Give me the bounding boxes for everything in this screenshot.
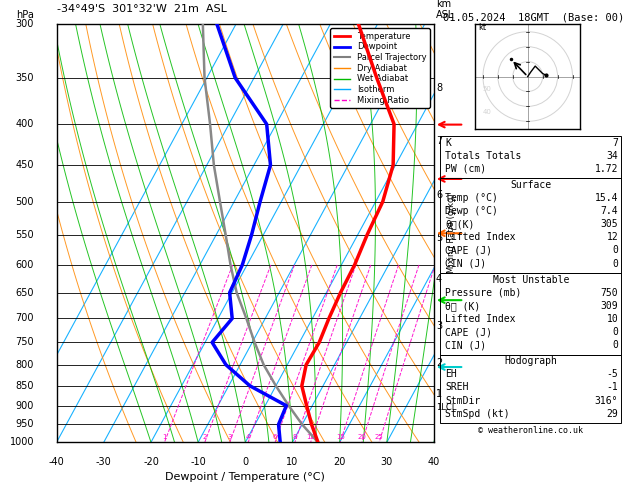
Text: 34: 34 [606, 151, 618, 161]
Text: Totals Totals: Totals Totals [445, 151, 521, 161]
Text: 10: 10 [286, 457, 299, 467]
Text: 305: 305 [601, 219, 618, 229]
Text: Temp (°C): Temp (°C) [445, 193, 498, 203]
Text: 15.4: 15.4 [595, 193, 618, 203]
Text: Lifted Index: Lifted Index [445, 314, 516, 324]
Text: 10: 10 [606, 314, 618, 324]
Text: 1000: 1000 [9, 437, 34, 447]
Text: EH: EH [445, 369, 457, 380]
Text: Lifted Index: Lifted Index [445, 232, 516, 243]
Text: -34°49'S  301°32'W  21m  ASL: -34°49'S 301°32'W 21m ASL [57, 4, 226, 14]
Text: 2: 2 [436, 358, 442, 367]
Text: Most Unstable: Most Unstable [493, 275, 569, 285]
Text: hPa: hPa [16, 10, 34, 20]
Text: 7: 7 [436, 136, 442, 146]
Text: 40: 40 [483, 109, 492, 115]
Text: 8: 8 [292, 434, 297, 440]
Text: Mixing Ratio (g/kg): Mixing Ratio (g/kg) [447, 193, 456, 273]
Text: -20: -20 [143, 457, 159, 467]
Text: -5: -5 [606, 369, 618, 380]
Text: 850: 850 [16, 381, 34, 391]
Text: 700: 700 [16, 313, 34, 324]
Text: K: K [445, 138, 451, 148]
Text: Pressure (mb): Pressure (mb) [445, 288, 521, 298]
Text: 1: 1 [436, 389, 442, 399]
Text: 0: 0 [613, 340, 618, 350]
Text: Dewp (°C): Dewp (°C) [445, 206, 498, 216]
Text: 6: 6 [436, 190, 442, 200]
Text: 12: 12 [606, 232, 618, 243]
Text: 400: 400 [16, 119, 34, 129]
Text: 50: 50 [483, 87, 492, 92]
Text: 7.4: 7.4 [601, 206, 618, 216]
Text: CAPE (J): CAPE (J) [445, 245, 493, 256]
Text: 0: 0 [242, 457, 248, 467]
Text: -1: -1 [606, 382, 618, 393]
Text: 10: 10 [306, 434, 315, 440]
Text: 3: 3 [228, 434, 232, 440]
Text: -40: -40 [48, 457, 65, 467]
Text: CIN (J): CIN (J) [445, 340, 486, 350]
Text: 3: 3 [436, 321, 442, 331]
Text: 450: 450 [16, 160, 34, 170]
Text: 650: 650 [16, 288, 34, 298]
Text: θᴇ(K): θᴇ(K) [445, 219, 475, 229]
Text: 750: 750 [601, 288, 618, 298]
Text: 0: 0 [613, 245, 618, 256]
Text: Dewpoint / Temperature (°C): Dewpoint / Temperature (°C) [165, 471, 325, 482]
Text: © weatheronline.co.uk: © weatheronline.co.uk [479, 426, 583, 435]
Text: 600: 600 [16, 260, 34, 270]
Legend: Temperature, Dewpoint, Parcel Trajectory, Dry Adiabat, Wet Adiabat, Isotherm, Mi: Temperature, Dewpoint, Parcel Trajectory… [330, 29, 430, 108]
Text: 350: 350 [16, 73, 34, 83]
Text: Surface: Surface [510, 180, 552, 190]
Text: 25: 25 [375, 434, 384, 440]
Text: 4: 4 [246, 434, 250, 440]
Text: 20: 20 [357, 434, 366, 440]
Text: StmDir: StmDir [445, 396, 481, 406]
Text: 8: 8 [436, 83, 442, 93]
Text: 7: 7 [613, 138, 618, 148]
Text: 6: 6 [273, 434, 277, 440]
Text: 5: 5 [436, 233, 442, 243]
Text: 2: 2 [203, 434, 207, 440]
Text: 309: 309 [601, 301, 618, 311]
Text: 20: 20 [333, 457, 346, 467]
Text: 900: 900 [16, 400, 34, 411]
Text: CIN (J): CIN (J) [445, 259, 486, 269]
Text: 316°: 316° [595, 396, 618, 406]
Text: 01.05.2024  18GMT  (Base: 00): 01.05.2024 18GMT (Base: 00) [443, 12, 625, 22]
Text: 300: 300 [16, 19, 34, 29]
Text: 1LCL: 1LCL [436, 403, 456, 412]
Text: StmSpd (kt): StmSpd (kt) [445, 409, 510, 419]
Text: 750: 750 [15, 337, 34, 347]
Text: kt: kt [479, 23, 487, 32]
Text: 0: 0 [613, 327, 618, 337]
Text: 550: 550 [15, 230, 34, 240]
Text: 500: 500 [16, 197, 34, 207]
Text: 4: 4 [436, 274, 442, 284]
Text: 1: 1 [162, 434, 167, 440]
Text: θᴇ (K): θᴇ (K) [445, 301, 481, 311]
Text: Hodograph: Hodograph [504, 356, 557, 366]
Text: CAPE (J): CAPE (J) [445, 327, 493, 337]
Text: 30: 30 [381, 457, 393, 467]
Text: km
ASL: km ASL [436, 0, 454, 20]
Text: 29: 29 [606, 409, 618, 419]
Text: 800: 800 [16, 360, 34, 370]
Text: 0: 0 [613, 259, 618, 269]
Text: PW (cm): PW (cm) [445, 164, 486, 174]
Text: -10: -10 [190, 457, 206, 467]
Text: 40: 40 [428, 457, 440, 467]
Text: 15: 15 [336, 434, 345, 440]
Text: SREH: SREH [445, 382, 469, 393]
Text: 1.72: 1.72 [595, 164, 618, 174]
Text: -30: -30 [96, 457, 112, 467]
Text: 950: 950 [16, 419, 34, 430]
